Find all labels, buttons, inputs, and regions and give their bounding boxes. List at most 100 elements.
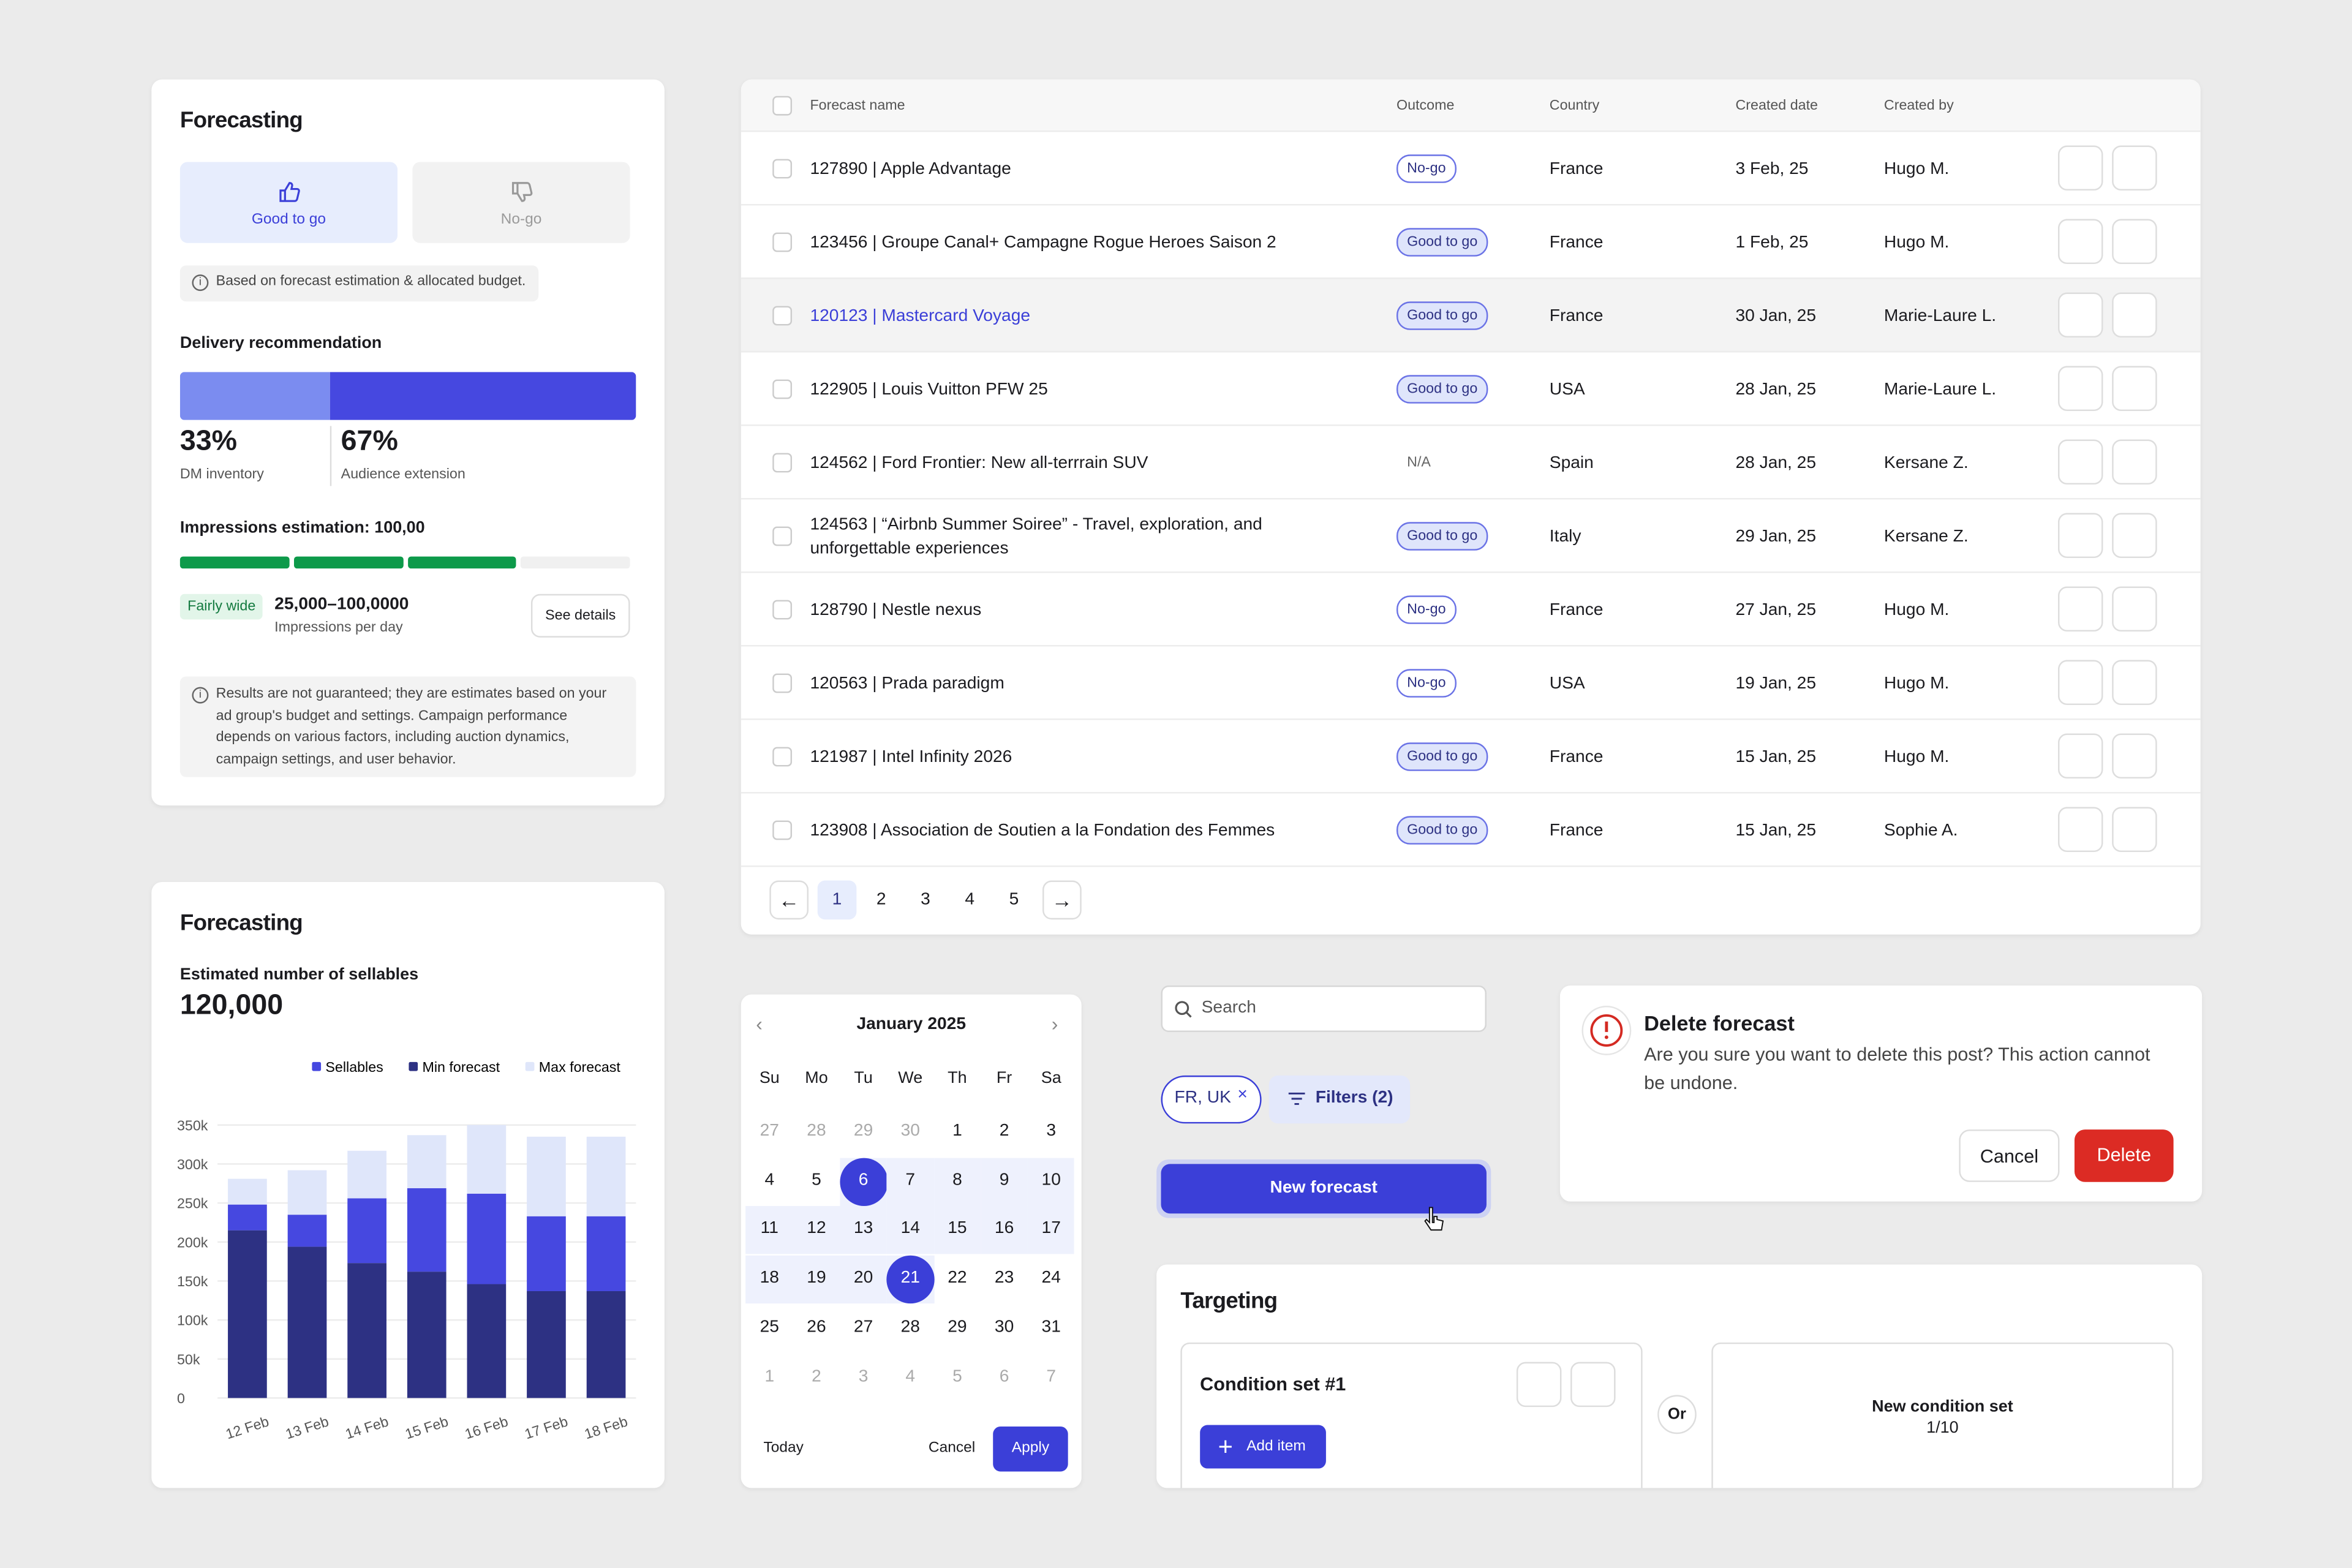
day[interactable]: 3 <box>858 1367 869 1385</box>
day[interactable]: 27 <box>853 1318 873 1336</box>
day[interactable]: 30 <box>900 1121 920 1140</box>
search-input[interactable]: Search <box>1161 985 1487 1032</box>
delete-button[interactable] <box>2058 660 2103 706</box>
table-row[interactable]: 123456 | Groupe Canal+ Campagne Rogue He… <box>741 206 2201 279</box>
day[interactable]: 12 <box>807 1219 826 1238</box>
day[interactable]: 2 <box>999 1121 1009 1140</box>
table-row[interactable]: 120563 | Prada paradigm No-go USA 19 Jan, 2… <box>741 647 2201 720</box>
table-row[interactable]: 128790 | Nestle nexus No-go France 27 Jan, … <box>741 573 2201 647</box>
details-button[interactable]: See details <box>530 594 630 638</box>
day[interactable]: 1 <box>764 1367 775 1385</box>
day[interactable]: 16 <box>994 1219 1014 1238</box>
day[interactable]: 25 <box>760 1318 779 1336</box>
day[interactable]: 2 <box>812 1367 821 1385</box>
checkbox[interactable] <box>772 526 793 546</box>
day[interactable]: 7 <box>905 1170 916 1189</box>
share-button[interactable] <box>2112 145 2157 191</box>
day[interactable]: 10 <box>1041 1170 1061 1189</box>
day[interactable]: 3 <box>1046 1121 1057 1140</box>
cancel-button[interactable]: Cancel <box>928 1440 976 1457</box>
filter-chip[interactable]: FR, UK × <box>1161 1075 1262 1124</box>
share-button[interactable] <box>2112 219 2157 265</box>
table-row[interactable]: 120123 | Mastercard Voyage Good to go Fran… <box>741 279 2201 353</box>
day[interactable]: 4 <box>764 1170 775 1189</box>
day[interactable]: 18 <box>760 1269 779 1287</box>
copy-icon[interactable] <box>1570 1362 1616 1408</box>
share-button[interactable] <box>2112 513 2157 559</box>
delete-button[interactable] <box>2058 439 2103 485</box>
checkbox[interactable] <box>772 96 793 116</box>
delete-button[interactable] <box>2058 513 2103 559</box>
day[interactable]: 14 <box>900 1219 920 1238</box>
day[interactable]: 6 <box>999 1367 1009 1385</box>
day[interactable]: 4 <box>905 1367 916 1385</box>
new-condition-box[interactable]: New condition set 1/10 <box>1711 1342 2174 1488</box>
nogo-button[interactable]: No-go <box>412 162 630 243</box>
day[interactable]: 9 <box>999 1170 1009 1189</box>
day[interactable]: 29 <box>948 1318 967 1336</box>
share-button[interactable] <box>2112 660 2157 706</box>
day[interactable]: 5 <box>952 1367 962 1385</box>
day[interactable]: 19 <box>807 1269 826 1287</box>
checkbox[interactable] <box>772 453 793 473</box>
page-button[interactable]: 1 <box>817 880 857 920</box>
day[interactable]: 27 <box>760 1121 779 1140</box>
day[interactable]: 20 <box>853 1269 873 1287</box>
day[interactable]: 15 <box>948 1219 967 1238</box>
day[interactable]: 8 <box>952 1170 962 1189</box>
day[interactable]: 26 <box>807 1318 826 1336</box>
day[interactable]: 22 <box>948 1269 967 1287</box>
checkbox[interactable] <box>772 232 793 252</box>
day[interactable]: 31 <box>1041 1318 1061 1336</box>
day[interactable]: 11 <box>760 1219 778 1238</box>
share-button[interactable] <box>2112 439 2157 485</box>
table-row[interactable]: 127890 | Apple Advantage No-go France 3 Feb… <box>741 132 2201 206</box>
delete-icon[interactable] <box>1516 1362 1562 1408</box>
checkbox[interactable] <box>772 159 793 179</box>
filters-button[interactable]: Filters (2) <box>1268 1075 1411 1124</box>
checkbox[interactable] <box>772 747 793 767</box>
today-button[interactable]: Today <box>763 1440 804 1457</box>
table-row[interactable]: 124562 | Ford Frontier: New all-terrrain… <box>741 426 2201 500</box>
table-row[interactable]: 121987 | Intel Infinity 2026 Good to go Fr… <box>741 720 2201 794</box>
delete-button[interactable]: Delete <box>2074 1129 2174 1182</box>
day[interactable]: 23 <box>994 1269 1014 1287</box>
remove-icon[interactable]: × <box>1237 1086 1248 1104</box>
delete-button[interactable] <box>2058 586 2103 632</box>
prev-month[interactable]: ‹ <box>756 1012 763 1035</box>
table-row[interactable]: 124563 | “Airbnb Summer Soiree” - Travel… <box>741 500 2201 573</box>
day[interactable]: 24 <box>1041 1269 1061 1287</box>
checkbox[interactable] <box>772 600 793 620</box>
page-button[interactable]: 4 <box>965 891 975 910</box>
share-button[interactable] <box>2112 586 2157 632</box>
add-item-button[interactable]: + Add item <box>1200 1425 1326 1469</box>
page-button[interactable]: 2 <box>876 891 886 910</box>
page-button[interactable]: 5 <box>1009 891 1019 910</box>
checkbox[interactable] <box>772 673 793 693</box>
share-button[interactable] <box>2112 292 2157 338</box>
prev-button[interactable]: ← <box>769 880 809 920</box>
day[interactable]: 7 <box>1046 1367 1057 1385</box>
day[interactable]: 6 <box>858 1170 869 1189</box>
day[interactable]: 21 <box>900 1269 920 1287</box>
table-row[interactable]: 122905 | Louis Vuitton PFW 25 Good to go U… <box>741 353 2201 426</box>
share-button[interactable] <box>2112 733 2157 779</box>
checkbox[interactable] <box>772 820 793 840</box>
next-month[interactable]: › <box>1051 1012 1058 1035</box>
checkbox[interactable] <box>772 306 793 326</box>
share-button[interactable] <box>2112 807 2157 853</box>
checkbox[interactable] <box>772 379 793 399</box>
cancel-button[interactable]: Cancel <box>1959 1129 2060 1182</box>
day[interactable]: 29 <box>853 1121 873 1140</box>
apply-button[interactable]: Apply <box>993 1426 1068 1472</box>
next-button[interactable]: → <box>1042 880 1082 920</box>
table-row[interactable]: 123908 | Association de Soutien a la Fon… <box>741 794 2201 867</box>
delete-button[interactable] <box>2058 145 2103 191</box>
delete-button[interactable] <box>2058 807 2103 853</box>
delete-button[interactable] <box>2058 292 2103 338</box>
page-button[interactable]: 3 <box>921 891 930 910</box>
delete-button[interactable] <box>2058 219 2103 265</box>
day[interactable]: 1 <box>952 1121 962 1140</box>
delete-button[interactable] <box>2058 366 2103 412</box>
day[interactable]: 17 <box>1041 1219 1061 1238</box>
